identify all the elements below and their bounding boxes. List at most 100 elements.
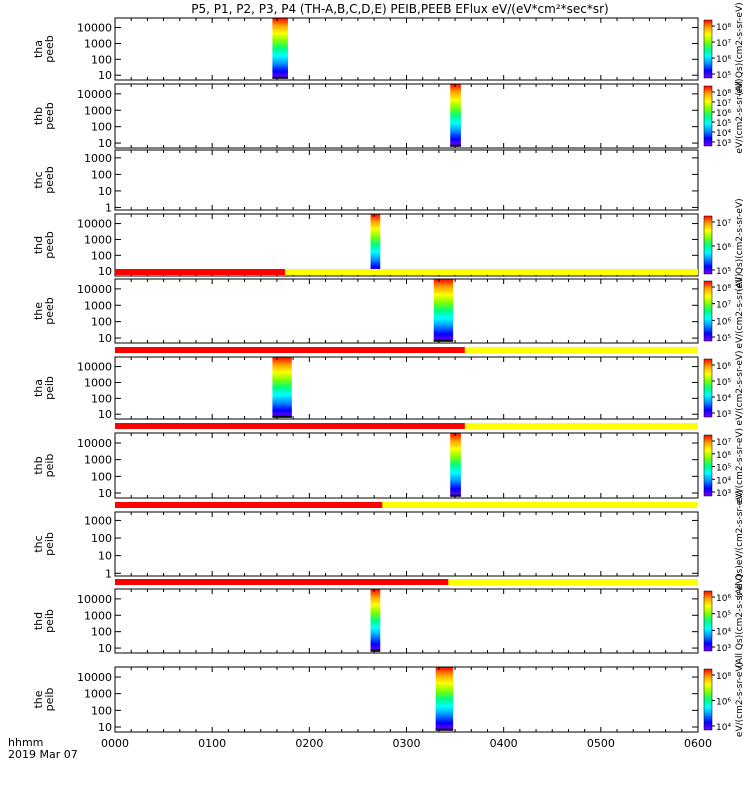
y-axis-label: thd: [32, 236, 45, 254]
y-tick-label: 100: [91, 392, 112, 405]
colorbar-tick-label: 10⁸: [716, 284, 731, 294]
x-tick-label: 0200: [295, 737, 323, 750]
panel-frame: [114, 666, 699, 733]
colorbar: [703, 215, 713, 275]
flag-bar-yellow: [115, 269, 698, 275]
colorbar-tick-label: 10⁶: [716, 55, 731, 65]
y-tick-label: 100: [91, 316, 112, 329]
spectrogram-data-block: [272, 18, 288, 79]
colorbar-tick-label: 10³: [716, 644, 731, 654]
colorbar-tick-label: 10³: [716, 139, 731, 149]
x-tick-label: 0100: [198, 737, 226, 750]
y-tick-label: 10: [98, 265, 112, 278]
colorbar-tick-label: 10⁷: [716, 301, 731, 311]
colorbar: [703, 434, 713, 497]
panel-frame: [114, 432, 699, 499]
y-tick-label: 1000: [84, 514, 112, 527]
x-axis: 0000 0100 0200 0300 0400 0500 0600: [101, 737, 712, 750]
colorbar-tick-label: 10⁵: [716, 611, 731, 621]
colorbar: [703, 358, 713, 418]
y-tick-label: 1000: [84, 376, 112, 389]
x-tick-label: 0500: [587, 737, 615, 750]
colorbar-tick-label: 10⁷: [716, 438, 731, 448]
x-tick-label: 0400: [490, 737, 518, 750]
y-tick-label: 1: [105, 201, 112, 214]
colorbar-tick-label: 10⁴: [716, 129, 731, 139]
colorbar-label: eV/(cm2-s-sr-eV): [735, 78, 745, 153]
y-axis-label: peib: [43, 688, 56, 712]
y-tick-label: 10000: [77, 593, 112, 606]
y-axis-label: the: [32, 302, 45, 320]
y-tick-label: 10: [98, 137, 112, 150]
spectrogram-data-block: [450, 84, 461, 147]
y-axis-label: tha: [32, 379, 45, 397]
y-tick-label: 10: [98, 642, 112, 655]
colorbar-tick-label: 10⁷: [716, 99, 731, 109]
y-tick-label: 10: [98, 487, 112, 500]
y-tick-label: 100: [91, 249, 112, 262]
colorbar: [703, 280, 713, 342]
y-tick-label: 100: [91, 53, 112, 66]
spectrogram-data-block: [272, 357, 292, 418]
colorbar-label: eV/(cm2-s-sr-eV): [735, 662, 745, 737]
y-tick-label: 100: [91, 626, 112, 639]
colorbar-tick-label: 10⁵: [716, 464, 731, 474]
y-tick-label: 100: [91, 121, 112, 134]
y-tick-label: 100: [91, 704, 112, 717]
y-axis-label: tha: [32, 40, 45, 58]
colorbar-tick-label: 10⁸: [716, 672, 731, 682]
data-block-edge: [272, 415, 292, 418]
y-tick-label: 100: [91, 470, 112, 483]
colorbar-tick-label: 10³: [716, 489, 731, 499]
spectrogram-data-block: [370, 589, 381, 652]
colorbar: [703, 590, 713, 652]
colorbar: [703, 19, 713, 79]
x-tick-label: 0300: [393, 737, 421, 750]
colorbar-tick-label: 10⁴: [716, 627, 731, 637]
colorbar-tick-label: 10⁴: [716, 394, 731, 404]
y-axis-label: peib: [43, 609, 56, 633]
colorbar-tick-label: 10³: [716, 410, 731, 420]
colorbar-label: eV/(cm2-s-sr-eV): [735, 273, 745, 348]
y-axis-label: thb: [32, 456, 45, 474]
chart-title: P5, P1, P2, P3, P4 (TH-A,B,C,D,E) PEIB,P…: [191, 2, 608, 16]
data-block-edge: [272, 76, 288, 79]
y-tick-label: 1000: [84, 152, 112, 165]
colorbar-tick-label: 10⁷: [716, 219, 731, 229]
spectrogram-data-block: [433, 279, 454, 342]
panel-frame: [114, 588, 699, 654]
y-tick-label: 10: [98, 185, 112, 198]
y-axis-label: thc: [32, 535, 45, 552]
y-axis-label: peeb: [43, 231, 56, 259]
colorbar-tick-label: 10⁶: [716, 698, 731, 708]
x-tick-label: 0600: [684, 737, 712, 750]
colorbar-tick-label: 10⁸: [716, 89, 731, 99]
colorbar-label: (All Qs)(cm2-s-sr-eV): [735, 574, 745, 667]
panel-frame: [114, 17, 699, 81]
y-tick-label: 10: [98, 69, 112, 82]
y-tick-label: 10000: [77, 361, 112, 374]
y-axis-label: the: [32, 690, 45, 708]
y-tick-label: 1000: [84, 104, 112, 117]
flag-bar-red: [115, 269, 286, 275]
spectrogram-data-block: [370, 214, 381, 275]
colorbar-tick-label: 10⁶: [716, 317, 731, 327]
y-tick-label: 1000: [84, 37, 112, 50]
colorbar: [703, 668, 713, 731]
spectrogram-data-block: [435, 667, 454, 731]
flag-bar-red: [115, 423, 465, 429]
y-tick-label: 10000: [77, 22, 112, 35]
panel-frame: [114, 511, 699, 577]
y-tick-label: 1: [105, 567, 112, 580]
flag-bar-yellow: [115, 502, 698, 508]
y-tick-label: 10: [98, 332, 112, 345]
y-axis-label: thc: [32, 171, 45, 188]
spectrogram-data-block: [450, 433, 461, 497]
y-tick-label: 1000: [84, 609, 112, 622]
